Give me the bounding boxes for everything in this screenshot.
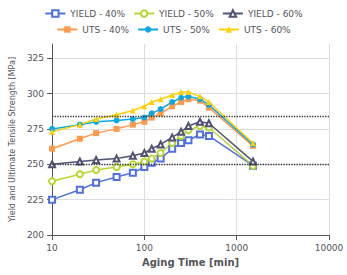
- svg-text:200: 200: [27, 230, 44, 240]
- svg-text:100: 100: [136, 243, 153, 253]
- svg-text:UTS - 60%: UTS - 60%: [244, 25, 291, 35]
- svg-text:1000: 1000: [225, 243, 248, 253]
- svg-text:225: 225: [27, 195, 44, 205]
- svg-text:YIELD - 50%: YIELD - 50%: [158, 9, 214, 19]
- svg-text:250: 250: [27, 159, 44, 169]
- svg-text:300: 300: [27, 89, 44, 99]
- svg-text:275: 275: [27, 124, 44, 134]
- svg-text:UTS - 40%: UTS - 40%: [82, 25, 129, 35]
- svg-text:YIELD - 40%: YIELD - 40%: [69, 9, 125, 19]
- svg-text:UTS - 50%: UTS - 50%: [163, 25, 210, 35]
- svg-text:10: 10: [46, 243, 58, 253]
- svg-text:Yield and Ultimate Tensile Str: Yield and Ultimate Tensile Strength [MPa…: [8, 57, 17, 223]
- svg-text:Aging Time [min]: Aging Time [min]: [142, 257, 239, 268]
- svg-text:325: 325: [27, 53, 44, 63]
- svg-text:YIELD - 60%: YIELD - 60%: [247, 9, 303, 19]
- svg-text:10000: 10000: [315, 243, 344, 253]
